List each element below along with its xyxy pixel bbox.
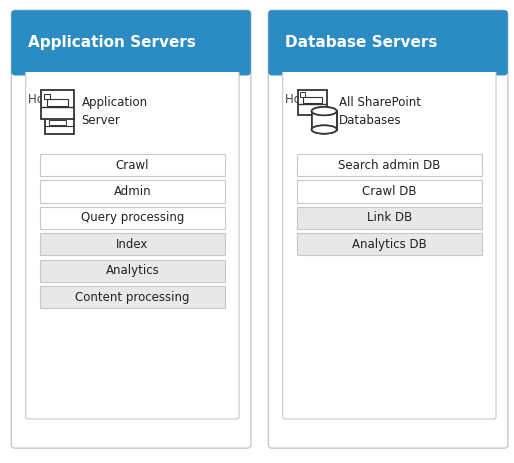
Bar <box>15 49 247 72</box>
Bar <box>303 97 322 103</box>
FancyBboxPatch shape <box>40 233 225 256</box>
Ellipse shape <box>311 125 337 134</box>
FancyBboxPatch shape <box>283 67 496 419</box>
FancyBboxPatch shape <box>268 10 508 448</box>
Bar <box>41 90 74 119</box>
Bar <box>44 94 49 99</box>
Ellipse shape <box>311 107 337 115</box>
Text: Analytics: Analytics <box>105 264 159 277</box>
Bar <box>49 120 66 125</box>
Bar <box>272 49 504 72</box>
Bar <box>45 117 74 134</box>
Text: Crawl DB: Crawl DB <box>362 185 417 198</box>
Text: All SharePoint
Databases: All SharePoint Databases <box>339 96 420 126</box>
Text: Link DB: Link DB <box>366 211 412 225</box>
Text: Crawl: Crawl <box>116 158 149 172</box>
FancyBboxPatch shape <box>40 206 225 229</box>
Text: Query processing: Query processing <box>81 211 184 225</box>
Text: Application Servers: Application Servers <box>28 35 196 50</box>
FancyBboxPatch shape <box>40 259 225 282</box>
Text: Host B: Host B <box>285 93 324 106</box>
FancyBboxPatch shape <box>40 180 225 203</box>
FancyBboxPatch shape <box>297 180 482 203</box>
Text: Content processing: Content processing <box>75 290 190 304</box>
FancyBboxPatch shape <box>40 286 225 308</box>
Text: Search admin DB: Search admin DB <box>338 158 440 172</box>
Text: Admin: Admin <box>114 185 151 198</box>
FancyBboxPatch shape <box>297 154 482 176</box>
Text: Analytics DB: Analytics DB <box>352 238 427 251</box>
Bar <box>300 92 305 97</box>
Ellipse shape <box>311 107 337 115</box>
Text: Application
Server: Application Server <box>82 96 148 126</box>
Text: Index: Index <box>116 238 149 251</box>
Bar <box>312 112 336 130</box>
Bar <box>47 99 68 106</box>
Bar <box>298 90 327 115</box>
Text: Host A: Host A <box>28 93 67 106</box>
FancyBboxPatch shape <box>11 10 251 75</box>
FancyBboxPatch shape <box>40 154 225 176</box>
FancyBboxPatch shape <box>11 10 251 448</box>
Bar <box>311 111 337 130</box>
FancyBboxPatch shape <box>26 67 239 419</box>
FancyBboxPatch shape <box>297 206 482 229</box>
FancyBboxPatch shape <box>297 233 482 256</box>
FancyBboxPatch shape <box>268 10 508 75</box>
Text: Database Servers: Database Servers <box>285 35 437 50</box>
Ellipse shape <box>311 125 337 134</box>
